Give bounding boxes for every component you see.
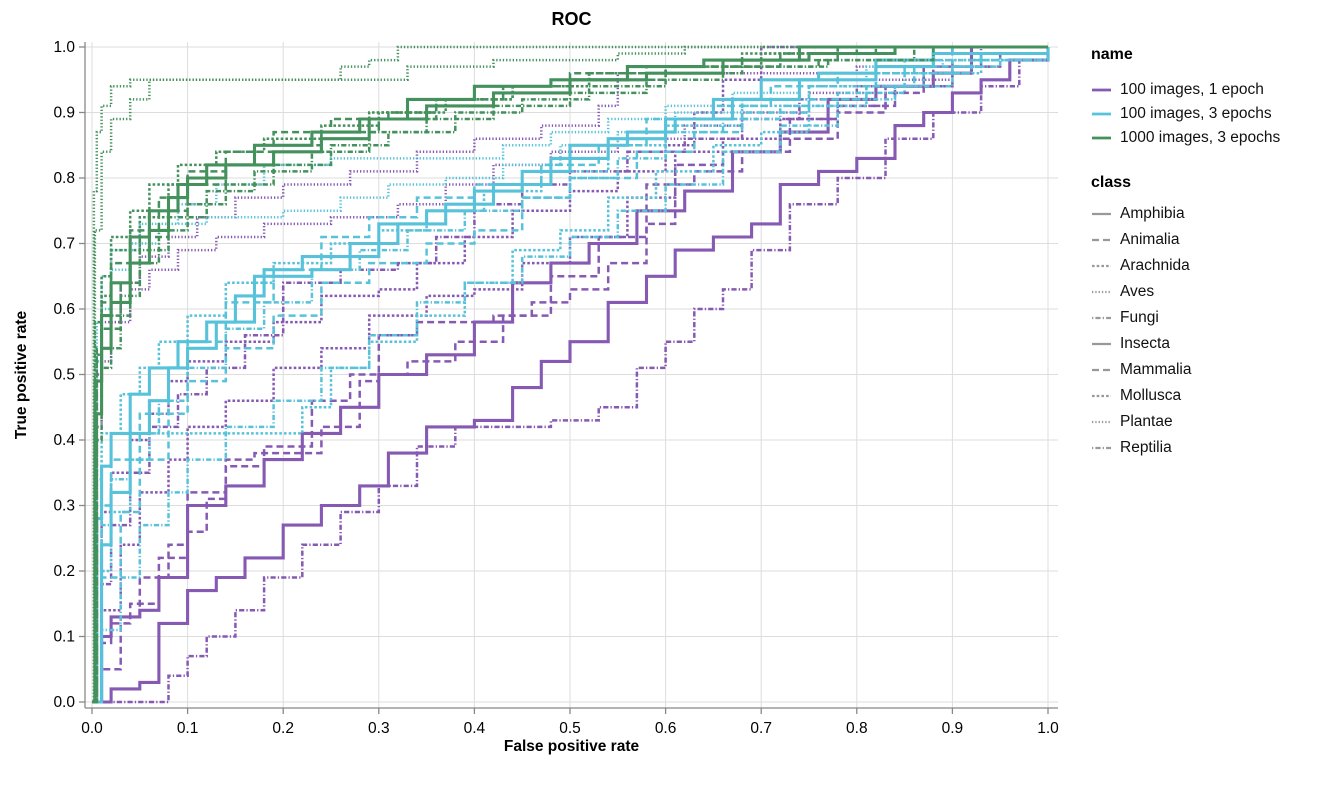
legend-class-item-aves: Aves bbox=[1091, 279, 1280, 305]
legend-class-item-aves-label: Aves bbox=[1120, 283, 1155, 300]
roc-curve-animalia bbox=[92, 45, 1048, 704]
roc-curve-plantae bbox=[92, 47, 1050, 704]
legend-name-item-1: 100 images, 3 epochs bbox=[1091, 102, 1280, 126]
roc-curve-aves bbox=[92, 45, 1048, 704]
legend-class-item-fungi-label: Fungi bbox=[1120, 309, 1159, 326]
x-tick-label: 1.0 bbox=[1037, 720, 1059, 737]
y-tick-label: 0.1 bbox=[53, 629, 75, 646]
x-tick-label: 0.0 bbox=[81, 720, 103, 737]
roc-curve-mollusca bbox=[92, 47, 1050, 704]
y-tick-label: 0.9 bbox=[53, 105, 75, 122]
legend-name-item-2-label: 1000 images, 3 epochs bbox=[1120, 129, 1281, 146]
y-tick-label: 0.7 bbox=[53, 236, 75, 253]
legend-swatch-line bbox=[1092, 238, 1111, 242]
x-tick-label: 0.4 bbox=[464, 720, 486, 737]
legend-class-item-mollusca: Mollusca bbox=[1091, 383, 1280, 409]
y-tick-label: 0.0 bbox=[53, 694, 75, 711]
legend-name-header: name bbox=[1091, 46, 1133, 63]
legend-class-item-amphibia: Amphibia bbox=[1091, 201, 1280, 227]
legend-swatch-line bbox=[1092, 264, 1111, 268]
legend-name-item-0: 100 images, 1 epoch bbox=[1091, 78, 1280, 102]
x-axis-title: False positive rate bbox=[503, 738, 640, 755]
legend-swatch-line bbox=[1092, 136, 1111, 140]
roc-curve-reptilia bbox=[92, 47, 1050, 704]
legend-class-item-animalia: Animalia bbox=[1091, 227, 1280, 253]
y-tick-label: 0.6 bbox=[53, 301, 75, 318]
legend-class-item-insecta-label: Insecta bbox=[1120, 335, 1170, 352]
legend-class-item-amphibia-label: Amphibia bbox=[1120, 205, 1185, 222]
legend-class-header: class bbox=[1091, 174, 1132, 191]
roc-curve-plantae bbox=[92, 45, 1048, 704]
roc-curve-mollusca bbox=[92, 45, 1048, 704]
roc-curve-fungi bbox=[92, 45, 1048, 704]
legend-swatch-line bbox=[1092, 420, 1111, 424]
y-tick-label: 1.0 bbox=[53, 39, 75, 56]
legend-swatch-line bbox=[1092, 316, 1111, 320]
legend-swatch-line bbox=[1092, 112, 1111, 116]
x-tick-label: 0.5 bbox=[559, 720, 581, 737]
x-tick-label: 0.3 bbox=[368, 720, 390, 737]
legend-name-item-0-label: 100 images, 1 epoch bbox=[1120, 81, 1264, 98]
legend-class-items: Amphibia Animalia Arachnida Aves Fungi Insect… bbox=[1091, 201, 1280, 461]
legend-class-item-plantae-label: Plantae bbox=[1120, 413, 1173, 430]
chart-title: ROC bbox=[551, 9, 592, 29]
roc-curve-animalia bbox=[92, 45, 1048, 704]
legend-class-item-reptilia: Reptilia bbox=[1091, 435, 1280, 461]
legend-name-item-2: 1000 images, 3 epochs bbox=[1091, 126, 1280, 150]
legend-class-item-fungi: Fungi bbox=[1091, 305, 1280, 331]
legend-class-item-plantae: Plantae bbox=[1091, 409, 1280, 435]
roc-curve-insecta bbox=[92, 45, 1048, 704]
legend-class-item-insecta: Insecta bbox=[1091, 331, 1280, 357]
roc-curve-arachnida bbox=[92, 45, 1048, 704]
x-tick-label: 0.8 bbox=[846, 720, 868, 737]
legend-swatch-line bbox=[1092, 212, 1111, 216]
y-tick-label: 0.3 bbox=[53, 498, 75, 515]
legend-class-item-mammalia-label: Mammalia bbox=[1120, 361, 1192, 378]
legend-class-item-reptilia-label: Reptilia bbox=[1120, 439, 1172, 456]
y-tick-label: 0.5 bbox=[53, 367, 75, 384]
legend-swatch-line bbox=[1092, 394, 1111, 398]
legend-swatch-line bbox=[1092, 368, 1111, 372]
x-tick-label: 0.6 bbox=[655, 720, 677, 737]
legend-class-item-mammalia: Mammalia bbox=[1091, 357, 1280, 383]
legend: name 100 images, 1 epoch 100 images, 3 ep… bbox=[1091, 46, 1280, 461]
legend-class-item-animalia-label: Animalia bbox=[1120, 231, 1180, 248]
legend-swatch-line bbox=[1092, 88, 1111, 92]
roc-curve-fungi bbox=[92, 45, 1048, 704]
legend-class-item-arachnida: Arachnida bbox=[1091, 253, 1280, 279]
roc-curve-insecta bbox=[92, 47, 1050, 704]
roc-curve-plantae bbox=[92, 47, 1050, 704]
y-tick-label: 0.4 bbox=[53, 432, 75, 449]
legend-class-item-arachnida-label: Arachnida bbox=[1120, 257, 1190, 274]
legend-swatch-line bbox=[1092, 446, 1111, 450]
x-tick-label: 0.9 bbox=[942, 720, 964, 737]
x-tick-label: 0.1 bbox=[177, 720, 199, 737]
y-tick-label: 0.8 bbox=[53, 170, 75, 187]
x-tick-label: 0.7 bbox=[750, 720, 772, 737]
roc-curve-reptilia bbox=[92, 45, 1048, 704]
legend-name-item-1-label: 100 images, 3 epochs bbox=[1120, 105, 1272, 122]
x-tick-label: 0.2 bbox=[272, 720, 294, 737]
legend-swatch-line bbox=[1092, 342, 1111, 346]
legend-name-items: 100 images, 1 epoch 100 images, 3 epochs 1… bbox=[1091, 78, 1280, 150]
y-tick-label: 0.2 bbox=[53, 563, 75, 580]
legend-swatch-line bbox=[1092, 290, 1111, 294]
roc-curve-mollusca bbox=[92, 47, 1050, 704]
legend-class-item-mollusca-label: Mollusca bbox=[1120, 387, 1182, 404]
y-axis-title: True positive rate bbox=[13, 310, 30, 440]
